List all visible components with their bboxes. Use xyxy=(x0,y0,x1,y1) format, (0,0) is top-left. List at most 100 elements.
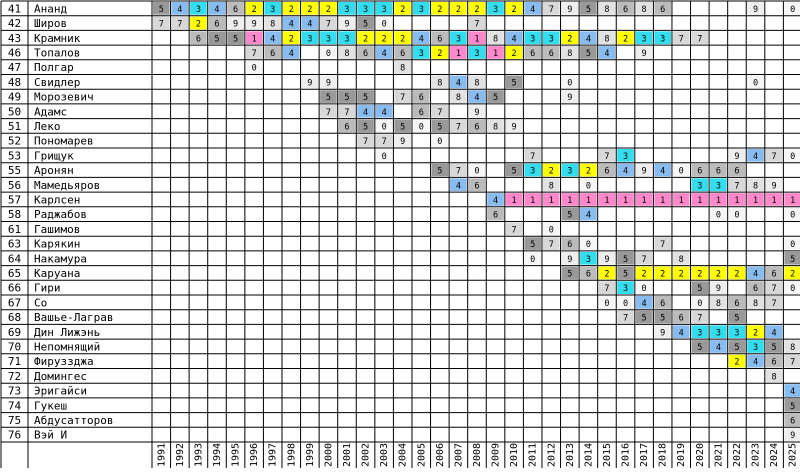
rank-value: 8 xyxy=(493,122,498,132)
rank-value: 7 xyxy=(326,20,331,30)
row-number-66: 66 xyxy=(8,282,21,295)
rank-value: 9 xyxy=(307,78,312,88)
rank-cell xyxy=(282,16,300,30)
rank-value: 4 xyxy=(456,78,461,88)
rank-cell xyxy=(301,31,319,45)
rank-value: 2 xyxy=(660,269,665,279)
rank-cell xyxy=(153,2,170,15)
player-name: Накамура xyxy=(34,252,87,265)
rank-cell xyxy=(505,46,523,59)
rank-value: 2 xyxy=(289,34,294,44)
rank-value: 4 xyxy=(456,181,461,191)
rank-value: 9 xyxy=(790,431,795,441)
rank-cell xyxy=(394,90,411,103)
rank-value: 0 xyxy=(604,299,609,309)
rank-cell xyxy=(728,193,746,206)
rank-cell xyxy=(524,46,541,59)
rank-cell xyxy=(542,237,560,250)
year-label: 2015 xyxy=(602,443,613,467)
player-name: Свидлер xyxy=(34,76,80,89)
rank-value: 5 xyxy=(363,20,368,30)
rank-cell xyxy=(784,398,800,412)
rank-value: 3 xyxy=(753,343,758,353)
rank-value: 9 xyxy=(567,93,572,103)
rank-cell xyxy=(691,325,709,339)
rank-cell xyxy=(598,266,616,280)
rank-value: 2 xyxy=(382,34,387,44)
rank-value: 6 xyxy=(419,108,424,118)
rank-value: 8 xyxy=(604,5,609,15)
rank-value: 2 xyxy=(474,5,479,15)
rank-cell xyxy=(691,310,709,324)
rank-cell xyxy=(264,46,281,59)
rank-cell xyxy=(691,266,709,280)
rank-value: 4 xyxy=(586,211,591,221)
rank-cell xyxy=(561,266,579,280)
rank-cell xyxy=(153,16,170,30)
rank-value: 2 xyxy=(437,49,442,59)
rank-value: 1 xyxy=(586,196,591,206)
row-number-42: 42 xyxy=(8,17,21,30)
rank-cell xyxy=(635,266,653,280)
rank-value: 6 xyxy=(363,49,368,59)
rank-cell xyxy=(710,281,727,294)
rank-value: 4 xyxy=(753,152,758,162)
rank-cell xyxy=(580,207,597,221)
rank-cell xyxy=(301,2,319,15)
row-number-48: 48 xyxy=(8,76,21,89)
rank-value: 7 xyxy=(642,255,647,265)
rank-cell xyxy=(487,31,504,45)
rank-value: 4 xyxy=(289,20,294,30)
rank-cell xyxy=(747,340,764,353)
rank-cell xyxy=(635,281,653,294)
rank-value: 0 xyxy=(790,240,795,250)
rank-cell xyxy=(394,46,411,59)
rank-value: 8 xyxy=(753,181,758,191)
rank-cell xyxy=(710,178,727,192)
rank-value: 0 xyxy=(790,5,795,15)
rank-value: 5 xyxy=(567,211,572,221)
rank-value: 1 xyxy=(697,196,702,206)
rank-value: 6 xyxy=(567,240,572,250)
rank-value: 3 xyxy=(307,34,312,44)
rank-cell xyxy=(505,75,523,89)
rank-cell xyxy=(635,2,653,15)
rank-value: 5 xyxy=(623,255,628,265)
rank-cell xyxy=(598,46,616,59)
rank-value: 8 xyxy=(456,93,461,103)
rank-value: 1 xyxy=(753,196,758,206)
rank-cell xyxy=(468,163,486,177)
rank-value: 0 xyxy=(753,78,758,88)
player-name: Карлсен xyxy=(34,193,80,206)
rank-value: 4 xyxy=(586,34,591,44)
rank-value: 3 xyxy=(530,167,535,177)
rank-cell xyxy=(375,2,393,15)
rank-value: 0 xyxy=(679,167,684,177)
rank-cell xyxy=(635,193,653,206)
rank-cell xyxy=(747,178,764,192)
year-label: 2004 xyxy=(398,443,409,467)
rank-value: 4 xyxy=(474,93,479,103)
rank-value: 1 xyxy=(772,196,777,206)
rank-cell xyxy=(190,31,207,45)
rank-value: 2 xyxy=(363,34,368,44)
rank-cell xyxy=(524,31,541,45)
rank-value: 0 xyxy=(382,20,387,30)
rank-value: 9 xyxy=(734,152,739,162)
year-label: 2010 xyxy=(509,443,520,467)
rank-cell xyxy=(375,31,393,45)
rank-cell xyxy=(431,31,449,45)
rank-value: 3 xyxy=(660,34,665,44)
rank-value: 3 xyxy=(623,152,628,162)
rank-cell xyxy=(227,31,244,45)
rank-value: 5 xyxy=(642,314,647,324)
rank-value: 6 xyxy=(233,5,238,15)
year-label: 2005 xyxy=(416,443,427,467)
year-label: 2019 xyxy=(676,443,687,467)
rank-cell xyxy=(245,2,263,15)
row-number-69: 69 xyxy=(8,326,21,339)
row-number-68: 68 xyxy=(8,311,21,324)
rank-value: 4 xyxy=(307,20,312,30)
rank-value: 3 xyxy=(474,49,479,59)
rank-cell xyxy=(691,178,709,192)
